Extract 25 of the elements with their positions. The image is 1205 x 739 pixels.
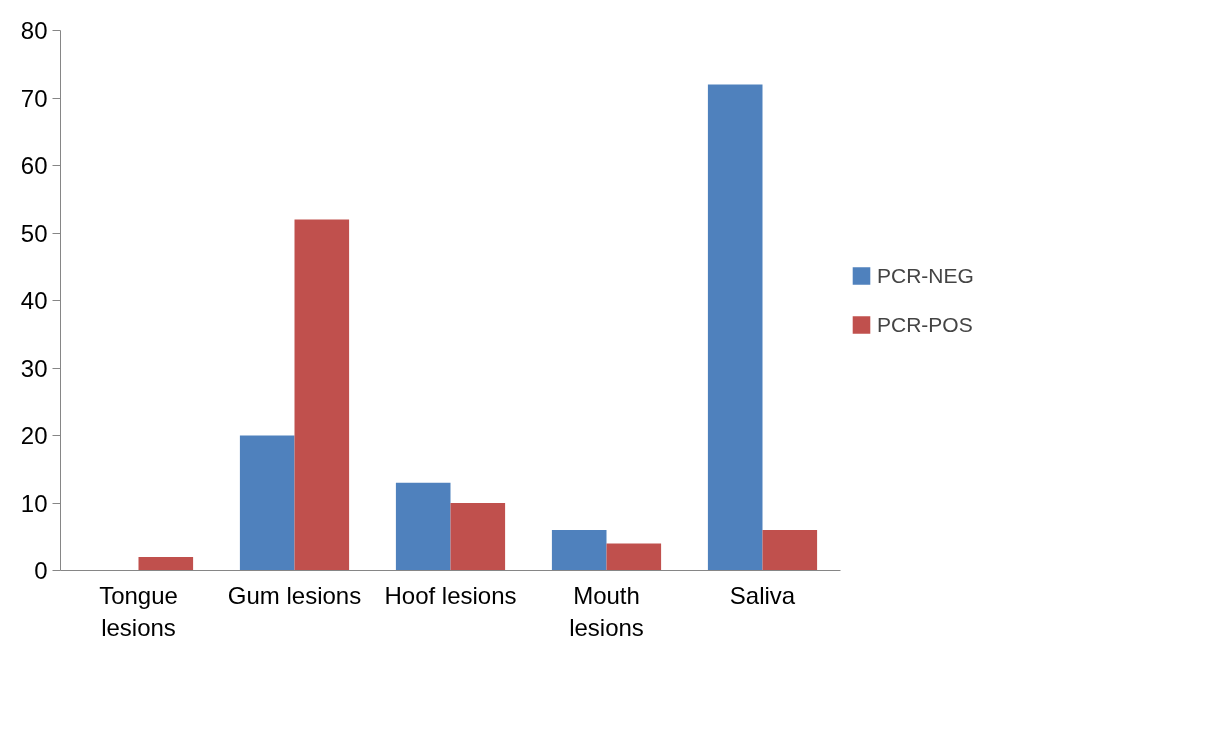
x-tick-label: Hoof lesions (384, 581, 517, 609)
y-tick-label: 60 (20, 152, 48, 179)
bar (606, 543, 662, 571)
y-tick-label: 20 (20, 422, 48, 449)
y-tick-label: 70 (20, 84, 48, 112)
legend-label: PCR-POS (877, 312, 973, 337)
y-tick-label: 80 (20, 17, 48, 44)
x-tick-label: Saliva (729, 581, 796, 609)
x-tick-label: Gum lesions (227, 581, 362, 609)
y-tick-label: 50 (20, 219, 48, 247)
bar (707, 84, 763, 571)
bar (138, 557, 194, 571)
bar (294, 219, 350, 571)
y-tick-label: 0 (34, 557, 48, 584)
x-tick-label: Tongue lesions (99, 581, 178, 641)
y-tick-label: 40 (20, 287, 48, 314)
y-tick-label: 30 (20, 354, 48, 382)
bar (450, 503, 506, 571)
bar (762, 530, 818, 571)
bar (551, 530, 607, 571)
bar (395, 482, 451, 571)
legend-label: PCR-NEG (877, 263, 974, 288)
bar (239, 435, 295, 571)
x-tick-label: Mouth lesions (569, 581, 644, 641)
y-tick-label: 10 (20, 489, 48, 517)
